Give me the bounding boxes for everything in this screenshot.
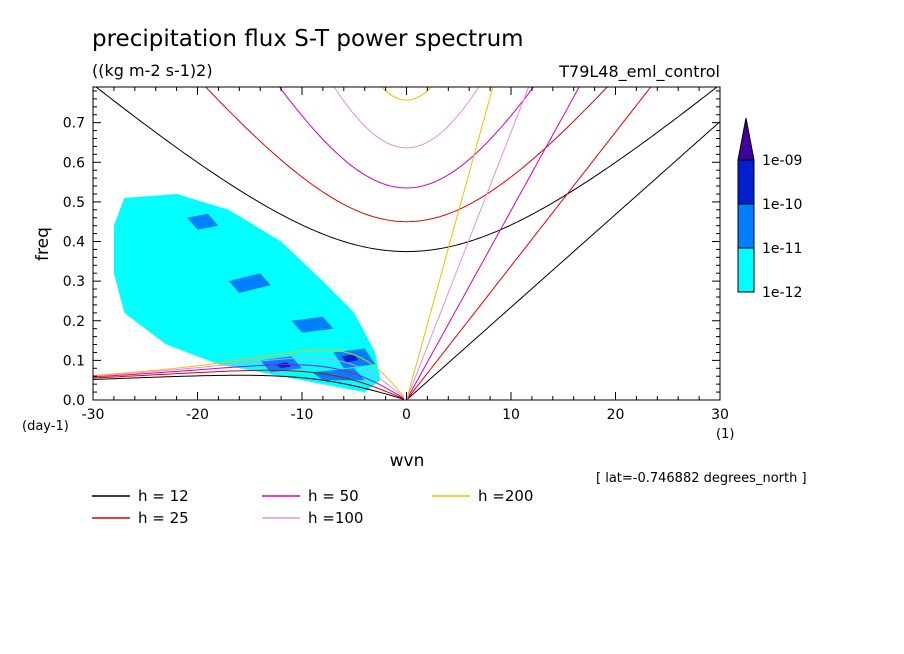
x-axis-label: wvn xyxy=(390,451,425,471)
curve-kelvin-h12 xyxy=(406,121,720,400)
curve-kelvin-h50 xyxy=(406,87,580,400)
curve-ig-h25 xyxy=(205,87,608,223)
y-axis-label: freq xyxy=(33,227,53,261)
colorbar-arrow xyxy=(737,117,755,161)
run-label: T79L48_eml_control xyxy=(558,62,720,82)
colorbar-label: 1e-11 xyxy=(762,241,802,257)
curve-kelvin-h200 xyxy=(406,87,494,400)
x-tick-label: -20 xyxy=(186,407,209,423)
y-tick-label: 0.0 xyxy=(63,393,85,409)
colorbar-label: 1e-10 xyxy=(762,197,802,213)
x-tick-label: 0 xyxy=(402,407,411,423)
curve-ig-h50 xyxy=(278,87,535,189)
legend-label: h = 12 xyxy=(138,487,189,505)
y-tick-label: 0.7 xyxy=(63,116,85,132)
curve-er-h25 xyxy=(93,369,405,400)
y-tick-label: 0.6 xyxy=(63,155,85,171)
colorbar-label: 1e-09 xyxy=(762,153,802,169)
chart-title: precipitation flux S-T power spectrum xyxy=(92,26,524,52)
y-unit-label: (day-1) xyxy=(22,419,69,434)
power-region-8 xyxy=(275,362,292,369)
chart-units: ((kg m-2 s-1)2) xyxy=(92,61,213,80)
power-region-7 xyxy=(341,354,359,363)
y-tick-label: 0.5 xyxy=(63,195,85,211)
y-tick-label: 0.3 xyxy=(63,274,85,290)
colorbar-segment xyxy=(737,247,755,293)
power-regions xyxy=(113,194,381,393)
x-tick-label: 10 xyxy=(502,407,520,423)
x-tick-label: 20 xyxy=(607,407,625,423)
colorbar-segment xyxy=(737,159,755,205)
colorbar: 1e-12 1e-11 1e-10 1e-09 xyxy=(737,117,802,301)
legend-label: h =100 xyxy=(308,509,363,527)
curve-ig-h12 xyxy=(95,87,718,253)
power-region-1 xyxy=(187,213,219,230)
legend-label: h = 25 xyxy=(138,509,189,527)
y-tick-label: 0.2 xyxy=(63,314,85,330)
curve-kelvin-h100 xyxy=(406,87,530,400)
power-region-2 xyxy=(228,273,271,293)
curve-ig-h100 xyxy=(333,87,480,149)
legend: h = 12 h = 25 h = 50 h =100 h =200 xyxy=(92,487,533,527)
power-region-3 xyxy=(291,316,334,333)
curve-kelvin-h25 xyxy=(406,87,652,400)
dispersion-curves xyxy=(93,87,720,400)
y-tick-label: 0.4 xyxy=(63,235,85,251)
x-tick-label: -10 xyxy=(291,407,314,423)
power-region-6 xyxy=(312,368,365,381)
curve-er-h100 xyxy=(93,357,405,399)
curve-ig-h200 xyxy=(381,87,432,101)
curve-er-h50 xyxy=(93,364,405,399)
curve-er-h12 xyxy=(93,374,405,400)
axis-ticks: -30 -20 -10 0 10 20 30 0.0 0.1 0.2 0.3 0.4 0.5 0.6 0.7 xyxy=(63,87,729,423)
curve-er-h200 xyxy=(93,349,405,398)
x-unit-label: (1) xyxy=(716,427,734,442)
power-region-0 xyxy=(113,194,381,393)
x-tick-label: -30 xyxy=(82,407,105,423)
lat-note: [ lat=-0.746882 degrees_north ] xyxy=(596,471,807,486)
legend-label: h =200 xyxy=(478,487,533,505)
x-tick-label: 30 xyxy=(711,407,729,423)
colorbar-label: 1e-12 xyxy=(762,285,802,301)
colorbar-segment xyxy=(737,203,755,249)
legend-label: h = 50 xyxy=(308,487,359,505)
y-tick-label: 0.1 xyxy=(63,353,85,369)
